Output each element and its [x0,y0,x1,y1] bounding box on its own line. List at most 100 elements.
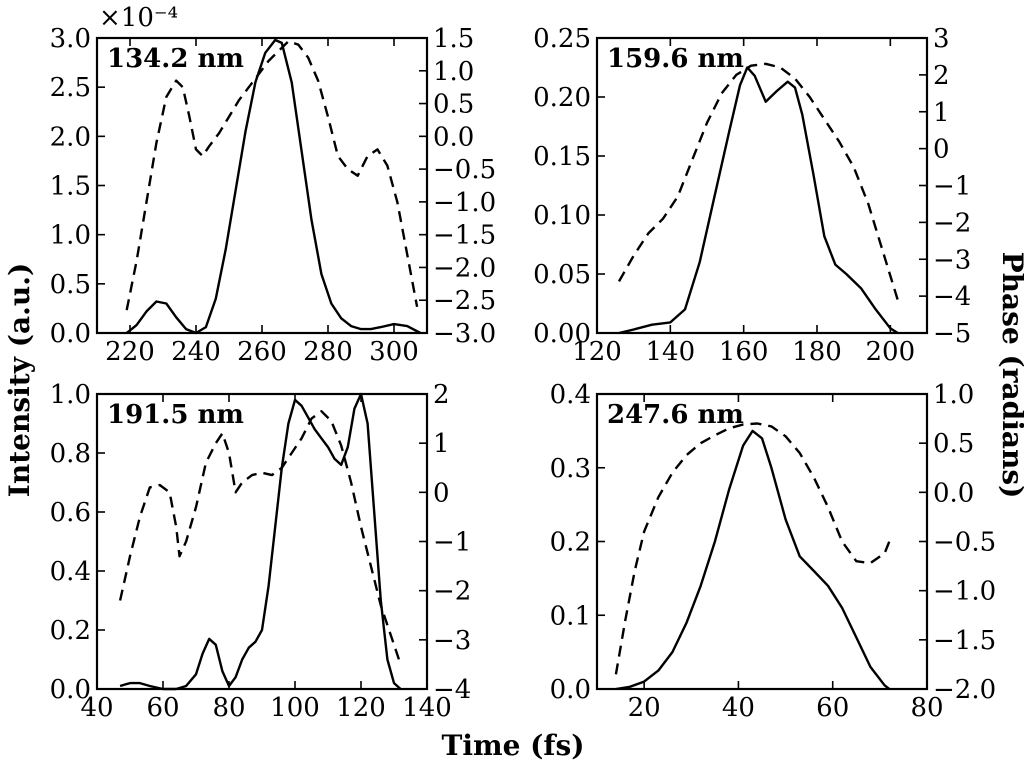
y-tick-label-left: 0.10 [533,201,591,231]
y-tick-label-left: 0.20 [533,83,591,113]
y-tick-label-right: 1.5 [433,24,474,54]
y-tick-label-right: −1 [433,528,471,558]
y-tick-label-left: 0.4 [550,380,591,410]
x-tick-label: 20 [628,693,661,723]
y-tick-label-right: −2.5 [433,286,496,316]
y-tick-label-left: 0.5 [50,270,91,300]
y-tick-label-right: −1.0 [933,577,996,607]
x-tick-label: 140 [402,693,452,723]
panel-wavelength-label: 247.6 nm [607,400,744,430]
y-tick-label-left: 1.0 [50,380,91,410]
panel-1: 220 240 260 280 3000.00.51.01.52.02.53.0−3.0… [50,3,497,367]
x-tick-label: 140 [646,337,696,367]
y-tick-label-left: 0.2 [50,616,91,646]
y-tick-label-left: 0.2 [550,528,591,558]
panel-2: 120 140 160 180 2000.000.050.100.150.200.25−… [533,24,971,367]
y-tick-label-right: 0 [933,135,950,165]
offset-text: ×10⁻⁴ [99,3,178,33]
y-tick-label-left: 0.3 [550,454,591,484]
y-tick-label-right: 2 [933,61,950,91]
y-tick-label-right: −2.0 [433,253,496,283]
phase-line [118,410,402,665]
y-tick-label-left: 1.0 [50,221,91,251]
y-tick-label-left: 0.8 [50,439,91,469]
y-tick-label-right: 1 [433,429,450,459]
y-tick-label-right: −1.5 [933,626,996,656]
y-tick-label-left: 0.4 [50,557,91,587]
panels: 220 240 260 280 3000.00.51.01.52.02.53.0−3.0… [50,3,997,723]
y-tick-label-right: 0.5 [933,429,974,459]
phase-line [614,422,891,675]
y-axis-title-right: Phase (radians) [996,252,1024,499]
phase-line [617,62,899,301]
y-tick-label-left: 2.5 [50,73,91,103]
y-tick-label-left: 0.15 [533,142,591,172]
x-tick-label: 60 [816,693,849,723]
y-tick-label-left: 0.6 [50,498,91,528]
y-tick-label-left: 2.0 [50,122,91,152]
x-tick-label: 280 [303,337,353,367]
panel-wavelength-label: 134.2 nm [107,44,244,74]
x-tick-label: 80 [212,693,245,723]
y-tick-label-right: −0.5 [933,528,996,558]
x-tick-label: 40 [80,693,113,723]
x-axis-title: Time (fs) [442,729,585,762]
x-tick-label: 300 [369,337,419,367]
y-tick-label-right: −1.5 [433,221,496,251]
y-tick-label-right: −0.5 [433,155,496,185]
phase-line [125,40,419,311]
x-tick-label: 80 [910,693,943,723]
x-tick-label: 120 [572,337,622,367]
y-tick-label-right: −3 [933,245,971,275]
y-tick-label-right: 0 [433,478,450,508]
x-tick-label: 240 [171,337,221,367]
y-tick-label-left: 0.00 [533,319,591,349]
x-tick-label: 40 [722,693,755,723]
intensity-line [119,392,402,691]
y-tick-label-right: −4 [933,282,971,312]
x-tick-label: 220 [105,337,155,367]
x-tick-label: 120 [336,693,386,723]
x-tick-label: 180 [792,337,842,367]
intensity-line [618,66,899,335]
intensity-line [125,38,421,335]
y-tick-label-right: −5 [933,319,971,349]
y-tick-label-right: 1 [933,98,950,128]
y-tick-label-right: 0.0 [433,122,474,152]
x-tick-label: 100 [270,693,320,723]
y-tick-label-left: 0.0 [50,319,91,349]
y-tick-label-left: 0.1 [550,601,591,631]
y-tick-label-left: 0.25 [533,24,591,54]
x-tick-label: 200 [866,337,916,367]
panel-4: 20 40 60 80 0.0 0.1 0.2 0.3 0.4 −2.0 −1.5 −1.0 −0.5 0… [550,380,997,723]
y-tick-label-right: 1.0 [433,57,474,87]
y-axis-title-left: Intensity (a.u.) [3,263,36,497]
y-tick-label-right: −1.0 [433,188,496,218]
x-tick-label: 260 [237,337,287,367]
panel-3: 40 60 80 100 120 1400.00.20.40.60.81.0−4−3−2−… [50,380,472,723]
y-tick-label-left: 3.0 [50,24,91,54]
x-tick-label: 160 [719,337,769,367]
y-tick-label-right: −2.0 [933,675,996,705]
y-tick-label-right: 1.0 [933,380,974,410]
y-tick-label-right: −2 [433,577,471,607]
axes-frame [595,36,929,335]
y-tick-label-left: 1.5 [50,172,91,202]
panel-wavelength-label: 159.6 nm [607,44,744,74]
y-tick-label-right: 2 [433,380,450,410]
y-tick-label-right: 3 [933,24,950,54]
y-tick-label-right: −4 [433,675,471,705]
panel-wavelength-label: 191.5 nm [107,400,244,430]
axes-frame [95,36,429,335]
y-tick-label-right: −1 [933,172,971,202]
y-tick-label-right: 0.5 [433,90,474,120]
y-tick-label-right: −3.0 [433,319,496,349]
y-tick-label-right: 0.0 [933,478,974,508]
x-tick-label: 60 [146,693,179,723]
y-tick-label-left: 0.0 [550,675,591,705]
y-tick-label-right: −3 [433,626,471,656]
y-tick-label-left: 0.05 [533,260,591,290]
y-tick-label-right: −2 [933,208,971,238]
intensity-line [615,429,891,691]
